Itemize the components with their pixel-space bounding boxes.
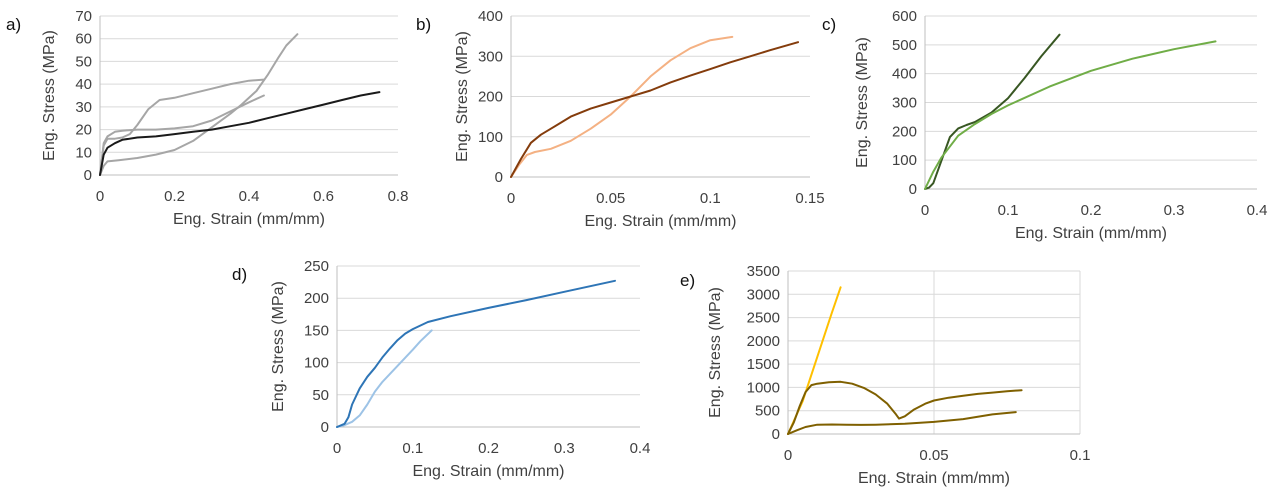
y-tick-label: 0 (495, 169, 503, 186)
series-line-1 (787, 286, 842, 435)
y-tick-label: 0 (772, 426, 780, 443)
chart-panel-2: 0 100 200 300 400 0 0.05 0.1 0.15 Eng. Strain (mm… (416, 8, 825, 230)
y-tick-label: 1000 (747, 379, 780, 396)
y-tick-label: 0 (909, 181, 917, 198)
x-tick-label: 0 (921, 202, 929, 219)
x-axis-title: Eng. Strain (mm/mm) (412, 463, 564, 480)
x-tick-label: 0.8 (388, 188, 409, 205)
x-axis-title: Eng. Strain (mm/mm) (858, 470, 1010, 487)
series-line-1 (336, 329, 433, 428)
series-line-3 (99, 78, 265, 176)
y-tick-label: 2000 (747, 333, 780, 350)
y-tick-label: 250 (304, 258, 329, 275)
x-tick-label: 0.1 (1070, 447, 1091, 464)
series-line-1 (99, 33, 299, 176)
panel-label: b) (416, 15, 431, 34)
y-tick-label: 3000 (747, 286, 780, 303)
panel-label: a) (6, 15, 21, 34)
y-tick-label: 500 (755, 403, 780, 420)
panel-label: d) (232, 265, 247, 284)
series-line-2 (787, 380, 1023, 435)
x-tick-label: 0.3 (554, 440, 575, 457)
y-axis-title: Eng. Stress (MPa) (454, 31, 471, 162)
y-axis-title: Eng. Stress (MPa) (707, 287, 724, 418)
x-tick-label: 0.2 (1081, 202, 1102, 219)
x-tick-label: 0.2 (478, 440, 499, 457)
chart-panel-5: 0 500 1000 1500 2000 2500 3000 3500 0 0.05 0.1 Eng.… (680, 263, 1090, 487)
series-line-1 (924, 33, 1061, 190)
y-tick-label: 50 (312, 387, 329, 404)
series-line-2 (99, 94, 265, 176)
y-tick-label: 150 (304, 322, 329, 339)
y-tick-label: 1500 (747, 356, 780, 373)
x-tick-label: 0.6 (313, 188, 334, 205)
y-tick-label: 300 (892, 95, 917, 112)
y-tick-label: 0 (84, 167, 92, 184)
x-tick-label: 0.3 (1164, 202, 1185, 219)
series-line-4 (99, 91, 381, 176)
y-tick-label: 400 (478, 8, 503, 25)
x-tick-label: 0.1 (700, 190, 721, 207)
series-line-3 (787, 411, 1017, 435)
x-tick-label: 0.4 (239, 188, 260, 205)
chart-panel-3: 0 100 200 300 400 500 600 0 0.1 0.2 0.3 0.4 Eng. Str… (822, 8, 1267, 242)
x-axis-title: Eng. Strain (mm/mm) (173, 211, 325, 228)
x-tick-label: 0.05 (596, 190, 625, 207)
chart-panel-1: 0 10 20 30 40 50 60 70 0 0.2 0.4 0.6 0.8 Eng. Strain … (6, 8, 408, 228)
y-axis-title: Eng. Stress (MPa) (270, 281, 287, 412)
y-axis-title: Eng. Stress (MPa) (41, 30, 58, 161)
y-tick-label: 2500 (747, 310, 780, 327)
panel-label: e) (680, 271, 695, 290)
x-tick-label: 0.15 (795, 190, 824, 207)
x-tick-label: 0.1 (998, 202, 1019, 219)
y-tick-label: 40 (75, 76, 92, 93)
y-tick-label: 100 (304, 355, 329, 372)
x-axis-title: Eng. Strain (mm/mm) (1015, 225, 1167, 242)
y-tick-label: 200 (892, 123, 917, 140)
y-tick-label: 60 (75, 31, 92, 48)
x-tick-label: 0 (333, 440, 341, 457)
x-tick-label: 0 (784, 447, 792, 464)
y-tick-label: 20 (75, 122, 92, 139)
series-line-2 (924, 40, 1217, 190)
x-tick-label: 0.2 (164, 188, 185, 205)
chart-panel-4: 0 50 100 150 200 250 0 0.1 0.2 0.3 0.4 Eng. Strain … (232, 258, 650, 480)
x-tick-label: 0 (96, 188, 104, 205)
y-tick-label: 200 (478, 89, 503, 106)
x-tick-label: 0.4 (630, 440, 651, 457)
x-tick-label: 0.4 (1247, 202, 1268, 219)
y-tick-label: 70 (75, 8, 92, 25)
x-tick-label: 0 (507, 190, 515, 207)
y-tick-label: 0 (321, 419, 329, 436)
y-tick-label: 300 (478, 48, 503, 65)
y-tick-label: 600 (892, 8, 917, 25)
series-line-1 (510, 35, 734, 178)
y-tick-label: 30 (75, 99, 92, 116)
series-line-2 (510, 41, 799, 178)
y-tick-label: 100 (478, 129, 503, 146)
y-tick-label: 400 (892, 66, 917, 83)
x-tick-label: 0.1 (402, 440, 423, 457)
panel-label: c) (822, 15, 836, 34)
x-axis-title: Eng. Strain (mm/mm) (584, 213, 736, 230)
x-tick-label: 0.05 (919, 447, 948, 464)
y-tick-label: 10 (75, 144, 92, 161)
y-axis-title: Eng. Stress (MPa) (854, 37, 871, 168)
y-tick-label: 50 (75, 53, 92, 70)
y-tick-label: 200 (304, 290, 329, 307)
y-tick-label: 500 (892, 37, 917, 54)
series-line-2 (336, 279, 616, 428)
y-tick-label: 100 (892, 152, 917, 169)
y-tick-label: 3500 (747, 263, 780, 280)
